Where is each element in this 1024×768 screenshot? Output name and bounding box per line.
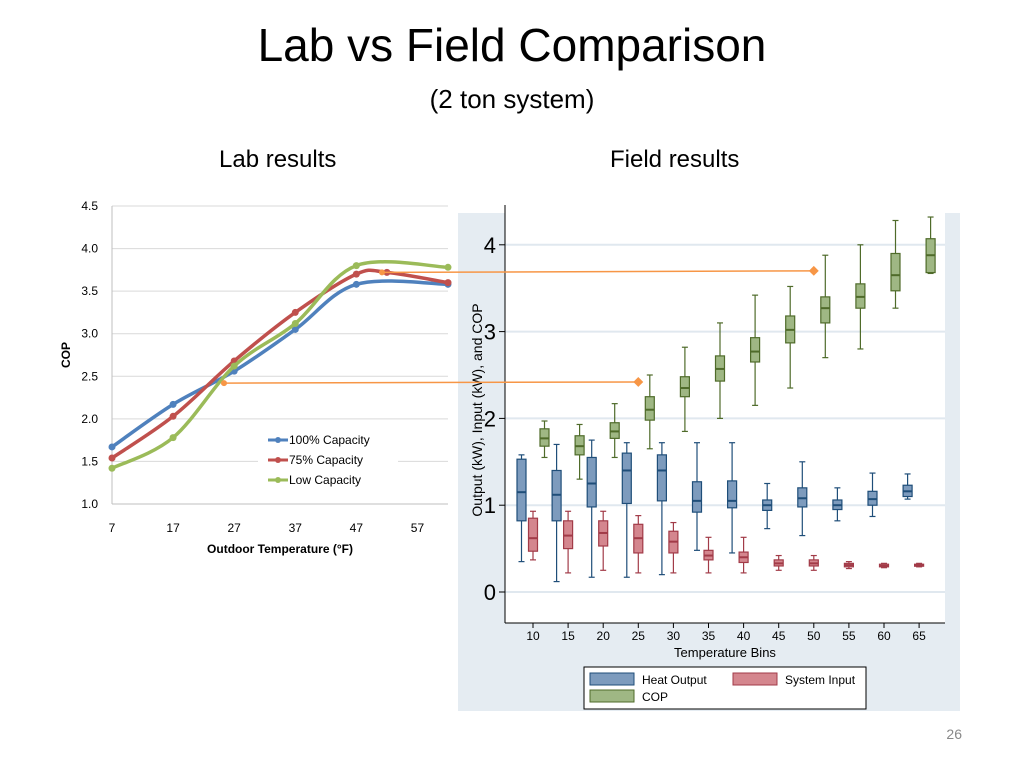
field-x-tick-label: 20 — [597, 629, 611, 643]
lab-data-point — [352, 270, 360, 278]
field-box — [726, 480, 738, 509]
lab-data-point — [108, 454, 116, 462]
lab-y-tick-label: 2.0 — [81, 412, 98, 426]
lab-legend-marker — [275, 457, 281, 463]
lab-x-tick-label: 37 — [289, 521, 303, 535]
field-x-tick-label: 65 — [912, 629, 926, 643]
lab-y-tick-label: 2.5 — [81, 369, 98, 383]
lab-x-tick-label: 27 — [228, 521, 242, 535]
lab-x-tick-label: 47 — [350, 521, 364, 535]
lab-data-point — [291, 319, 299, 327]
field-x-tick-label: 55 — [842, 629, 856, 643]
field-legend-swatch — [589, 689, 635, 703]
lab-data-point — [169, 434, 177, 442]
field-box — [656, 454, 668, 502]
lab-data-point — [291, 308, 299, 316]
field-box — [679, 376, 691, 398]
lab-legend-label: Low Capacity — [289, 473, 361, 487]
lab-data-point — [108, 443, 116, 451]
field-x-tick-label: 10 — [526, 629, 540, 643]
reference-marker — [379, 269, 385, 276]
field-box — [890, 252, 901, 292]
lab-x-tick-label: 7 — [109, 521, 116, 535]
field-y-tick-label: 0 — [484, 580, 496, 605]
lab-y-tick-label: 4.0 — [81, 242, 98, 256]
field-x-tick-label: 25 — [632, 629, 646, 643]
page-number: 26 — [946, 726, 962, 742]
reference-marker — [221, 380, 227, 387]
field-x-tick-label: 35 — [702, 629, 716, 643]
field-box — [516, 458, 527, 522]
field-box — [586, 456, 597, 508]
field-y-axis-title: Output (kW), Input (kW), and COP — [469, 303, 485, 516]
field-x-tick-label: 45 — [772, 629, 786, 643]
reference-line-upper — [379, 270, 814, 274]
lab-y-tick-label: 3.5 — [81, 284, 98, 298]
reference-line-lower — [223, 381, 639, 384]
lab-data-point — [108, 464, 116, 472]
field-x-tick-label: 60 — [877, 629, 891, 643]
lab-x-tick-label: 57 — [411, 521, 425, 535]
field-x-tick-label: 15 — [561, 629, 575, 643]
lab-data-point — [352, 262, 360, 270]
field-y-tick-label: 1 — [484, 493, 496, 518]
lab-legend-label: 100% Capacity — [289, 433, 370, 447]
lab-y-tick-label: 3.0 — [81, 327, 98, 341]
field-box — [621, 452, 632, 505]
field-box — [644, 396, 655, 421]
reference-marker — [633, 376, 644, 387]
lab-data-point — [169, 400, 177, 408]
field-legend-label: COP — [642, 690, 668, 704]
lab-legend-marker — [275, 437, 281, 443]
field-legend-swatch — [589, 672, 635, 686]
field-legend-swatch — [732, 672, 778, 686]
lab-y-tick-label: 4.5 — [81, 199, 98, 213]
field-box — [527, 517, 539, 552]
field-y-tick-label: 3 — [484, 320, 496, 345]
field-x-tick-label: 30 — [667, 629, 681, 643]
lab-data-point — [444, 279, 452, 287]
lab-x-axis-title: Outdoor Temperature (°F) — [207, 542, 353, 556]
lab-results-label: Lab results — [219, 146, 337, 173]
slide-title: Lab vs Field Comparison — [257, 19, 767, 71]
field-x-axis-title: Temperature Bins — [674, 645, 776, 660]
field-y-tick-label: 2 — [484, 406, 496, 431]
reference-marker — [808, 265, 819, 276]
lab-series-line — [110, 279, 450, 449]
field-legend-label: System Input — [785, 673, 856, 687]
lab-y-tick-label: 1.5 — [81, 454, 98, 468]
field-x-tick-label: 50 — [807, 629, 821, 643]
field-y-tick-label: 4 — [484, 233, 496, 258]
lab-legend-marker — [275, 477, 281, 483]
lab-legend-label: 75% Capacity — [289, 453, 363, 467]
field-box — [820, 296, 831, 324]
field-legend-label: Heat Output — [642, 673, 707, 687]
lab-x-tick-label: 17 — [166, 521, 180, 535]
lab-data-point — [169, 412, 177, 420]
lab-data-point — [291, 325, 299, 333]
lab-data-point — [352, 280, 360, 288]
field-x-tick-label: 40 — [737, 629, 751, 643]
lab-y-axis-title: COP — [59, 342, 73, 368]
lab-data-point — [444, 263, 452, 271]
field-results-label: Field results — [610, 146, 740, 173]
lab-y-tick-label: 1.0 — [81, 497, 98, 511]
field-box — [691, 481, 703, 513]
field-box — [749, 337, 761, 363]
field-plot-area — [505, 205, 945, 623]
slide-subtitle: (2 ton system) — [429, 84, 595, 114]
lab-data-point — [230, 362, 238, 370]
